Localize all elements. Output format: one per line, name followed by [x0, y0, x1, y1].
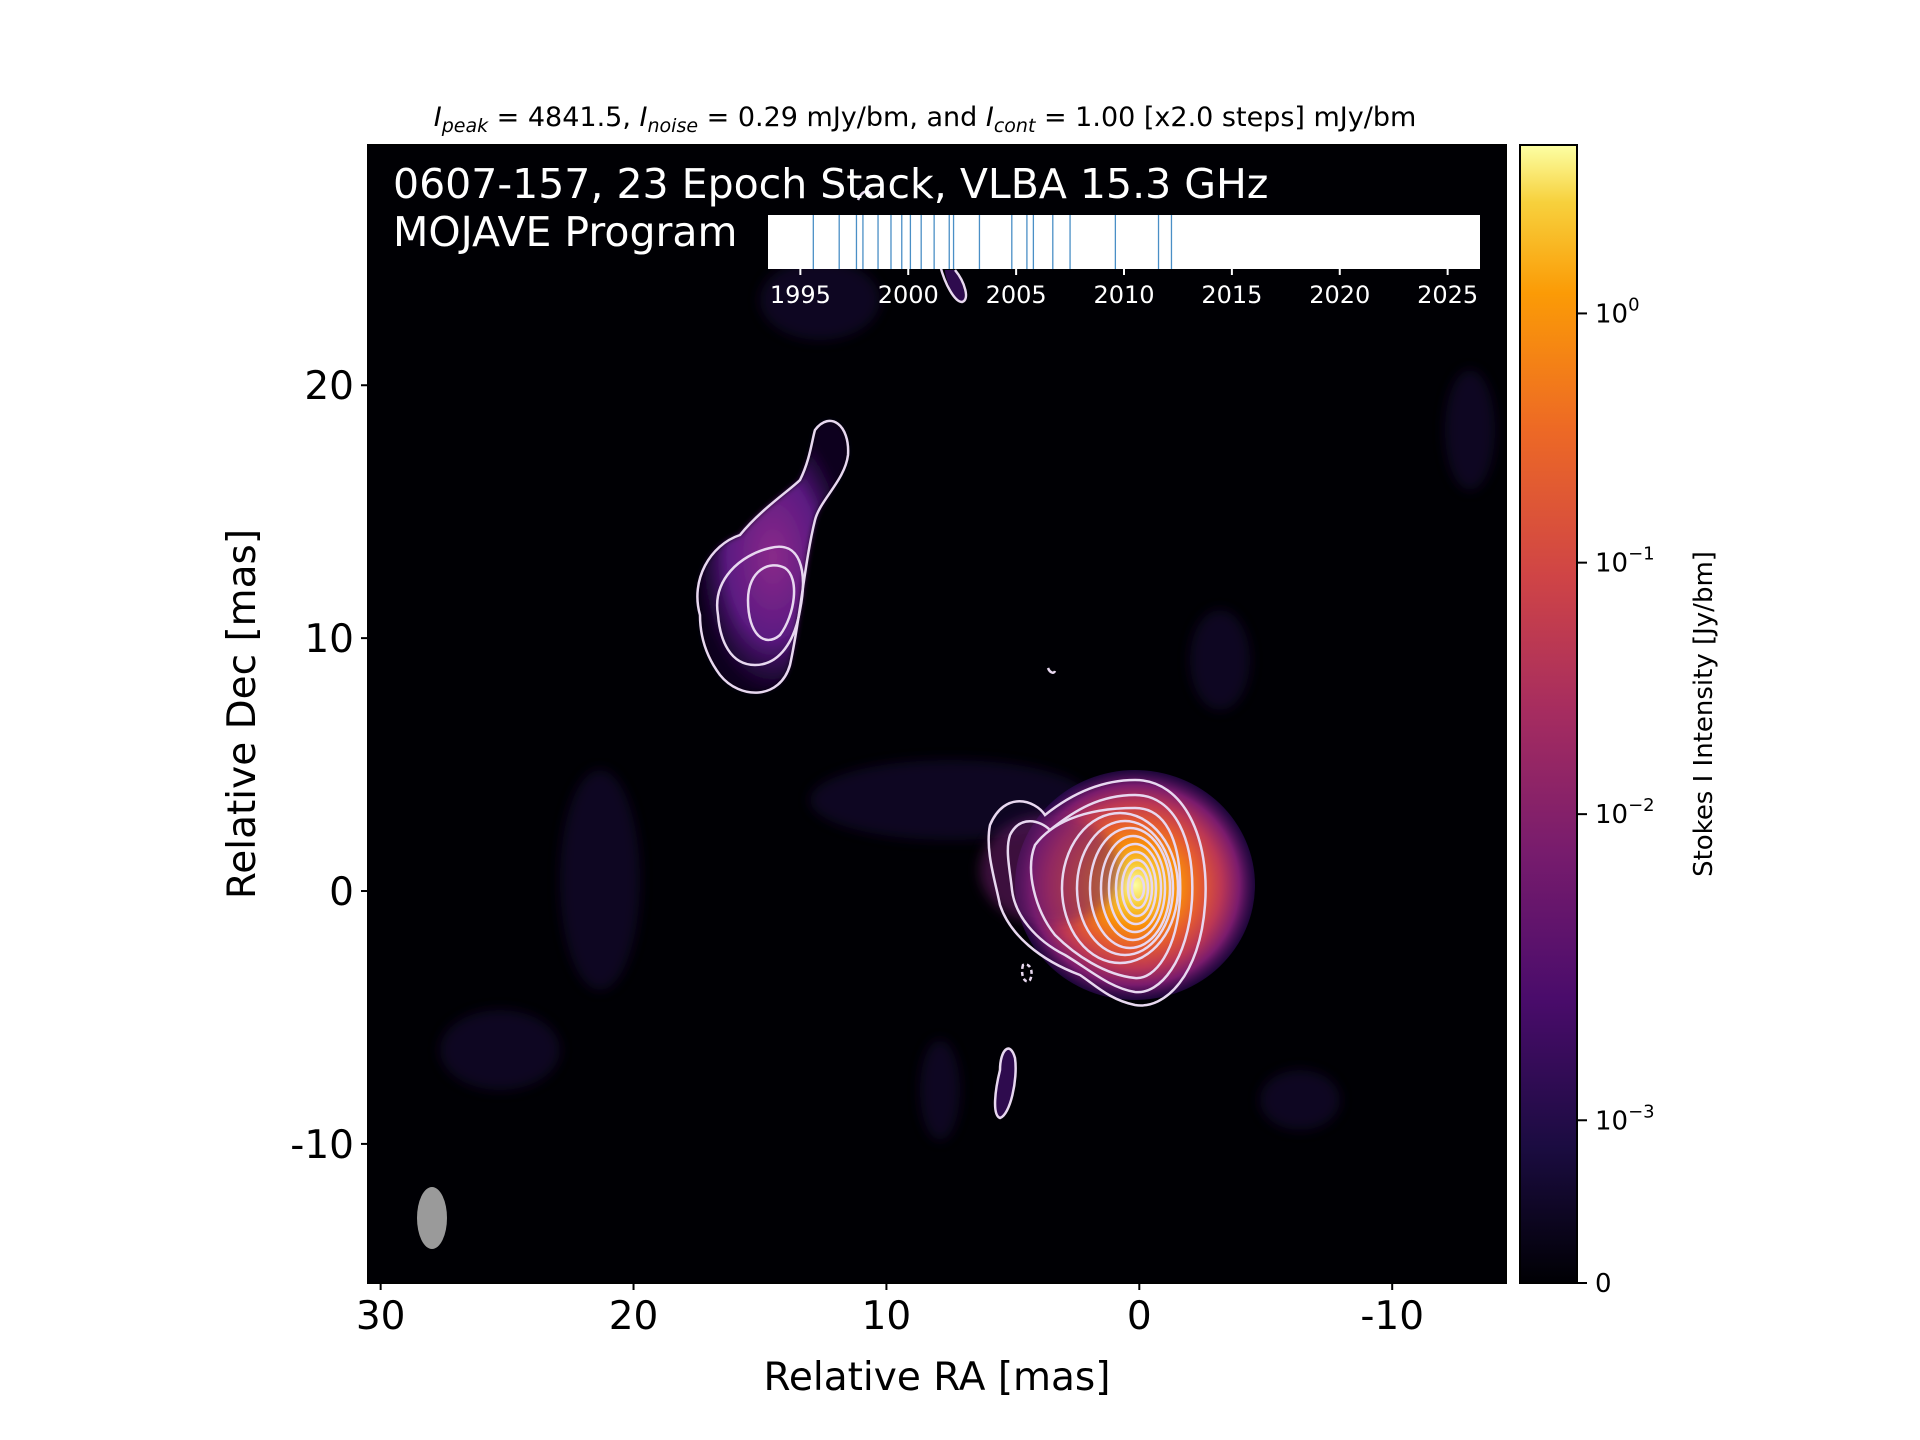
epoch-tick-label: 1995 — [770, 281, 831, 309]
epoch-tick-label: 2015 — [1201, 281, 1262, 309]
epoch-tick-label: 2025 — [1417, 281, 1478, 309]
epoch-tick-label: 2005 — [986, 281, 1047, 309]
restoring-beam — [417, 1187, 447, 1249]
north-contour — [938, 264, 968, 304]
x-tick-label: 0 — [1127, 1294, 1152, 1339]
epoch-tick-label: 2000 — [878, 281, 939, 309]
core-contour-9 — [1114, 850, 1158, 926]
core-contour-7 — [1099, 834, 1167, 942]
south-contour — [993, 1047, 1017, 1120]
x-tick-label: 10 — [862, 1294, 912, 1339]
colorbar-label: Stokes I Intensity [Jy/bm] — [1689, 551, 1719, 877]
core-contour-10 — [1120, 858, 1154, 918]
negative-contour — [1020, 963, 1033, 983]
colorbar-tick-label: 10−3 — [1595, 1101, 1655, 1136]
x-tick-label: -10 — [1360, 1294, 1424, 1339]
intensity-header: Ipeak = 4841.5, Inoise = 0.29 mJy/bm, an… — [434, 102, 1417, 137]
colorbar-tick-label: 100 — [1595, 294, 1640, 329]
core-contour-6 — [1088, 826, 1172, 950]
epoch-timeline-inset: 1995 2000 2005 2010 2015 2020 2025 — [768, 215, 1480, 309]
colorbar-ticks: 100 10−1 10−2 10−3 0 — [1577, 294, 1655, 1299]
intensity-contours — [696, 190, 1207, 1120]
x-tick-label: 20 — [609, 1294, 659, 1339]
colorbar-tick-label: 10−1 — [1595, 544, 1655, 579]
y-tick-label: -10 — [290, 1123, 354, 1168]
x-axis: 30 20 10 0 -10 — [356, 1283, 1424, 1339]
core-contour-5 — [1075, 819, 1175, 957]
north-contour-2 — [856, 190, 874, 201]
intensity-map: 0607-157, 23 Epoch Stack, VLBA 15.3 GHz … — [367, 144, 1507, 1284]
epoch-timeline-box — [768, 215, 1480, 269]
epoch-tick-label: 2020 — [1309, 281, 1370, 309]
noise-patches — [440, 260, 1495, 1140]
y-axis: 20 10 0 -10 — [290, 364, 368, 1168]
y-tick-label: 10 — [304, 617, 354, 662]
jet-contour-outer — [696, 419, 850, 694]
core-contour-2 — [1006, 793, 1194, 994]
program-title: MOJAVE Program — [393, 208, 737, 256]
colorbar-tick-label: 10−2 — [1595, 795, 1655, 830]
y-axis-label: Relative Dec [mas] — [220, 529, 265, 899]
y-tick-label: 20 — [304, 364, 354, 409]
y-tick-label: 0 — [329, 870, 354, 915]
core-contour-8 — [1107, 842, 1163, 934]
source-title: 0607-157, 23 Epoch Stack, VLBA 15.3 GHz — [393, 160, 1268, 208]
epoch-tick-label: 2010 — [1093, 281, 1154, 309]
map-frame — [367, 144, 1507, 1284]
x-axis-label: Relative RA [mas] — [764, 1355, 1111, 1400]
core-contour-outer — [987, 778, 1207, 1007]
core-contour-12 — [1130, 874, 1146, 902]
colorbar-gradient — [1519, 144, 1578, 1284]
x-tick-label: 30 — [356, 1294, 406, 1339]
core-contour-11 — [1126, 866, 1150, 910]
core-extension — [980, 815, 1120, 925]
jet-contour-middle — [715, 545, 805, 667]
core-contour-3 — [1029, 806, 1182, 980]
core-contour-4 — [1060, 811, 1180, 965]
jet-contour-inner — [746, 564, 796, 642]
small-contour — [1046, 667, 1057, 674]
colorbar: 100 10−1 10−2 10−3 0 Stokes I Intensity [Jy/… — [1519, 144, 1719, 1299]
colorbar-tick-label: 0 — [1595, 1269, 1612, 1299]
